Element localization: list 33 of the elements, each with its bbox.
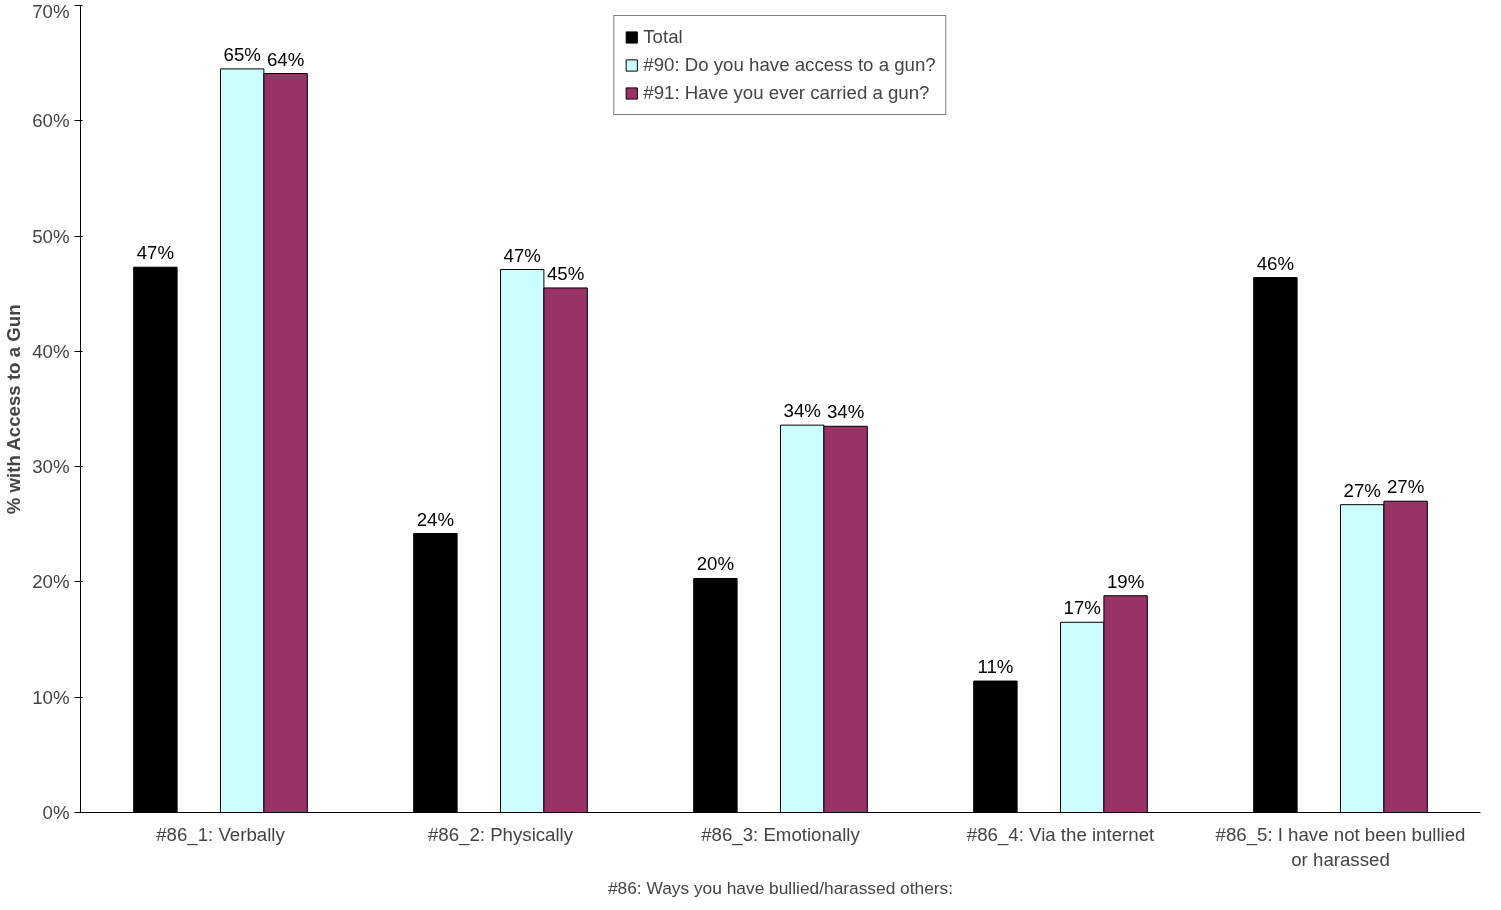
y-tick-label: 20% bbox=[32, 571, 70, 593]
y-tick-label: 60% bbox=[32, 110, 70, 132]
data-label: 34% bbox=[826, 401, 865, 423]
data-label: 17% bbox=[1063, 597, 1101, 619]
data-label: 27% bbox=[1343, 479, 1381, 501]
data-label: 65% bbox=[223, 43, 261, 65]
y-tick-label: 0% bbox=[42, 802, 70, 823]
x-tick-label: #86_5: I have not been bullied or harassed bbox=[1215, 823, 1466, 870]
x-axis-title: #86: Ways you have bullied/harassed others: bbox=[607, 877, 954, 898]
data-label: 47% bbox=[136, 242, 175, 264]
data-label: 47% bbox=[503, 244, 541, 266]
data-label: 46% bbox=[1256, 252, 1295, 274]
data-label: 64% bbox=[266, 48, 305, 70]
y-tick-label: 10% bbox=[32, 686, 70, 708]
y-tick-label: 30% bbox=[32, 456, 70, 478]
x-tick-label: #86_2: Physically bbox=[427, 823, 574, 846]
y-tick-label: 50% bbox=[32, 225, 70, 247]
y-tick-label: 70% bbox=[32, 0, 70, 22]
legend-label: Total bbox=[643, 26, 683, 48]
data-label: 20% bbox=[696, 553, 735, 575]
legend-label: #91: Have you ever carried a gun? bbox=[643, 82, 930, 104]
legend-label: #90: Do you have access to a gun? bbox=[643, 54, 936, 76]
y-tick-label: 40% bbox=[32, 340, 70, 362]
y-axis-title: % with Access to a Gun bbox=[3, 304, 25, 515]
data-label: 24% bbox=[416, 508, 455, 530]
data-label: 19% bbox=[1106, 570, 1145, 592]
x-tick-label: #86_3: Emotionally bbox=[701, 823, 861, 846]
data-label: 45% bbox=[546, 262, 585, 284]
data-label: 34% bbox=[783, 400, 821, 422]
x-tick-label: #86_4: Via the internet bbox=[966, 823, 1156, 846]
data-label: 27% bbox=[1386, 476, 1425, 498]
x-tick-label: #86_1: Verbally bbox=[156, 823, 286, 846]
data-label: 11% bbox=[977, 656, 1014, 678]
